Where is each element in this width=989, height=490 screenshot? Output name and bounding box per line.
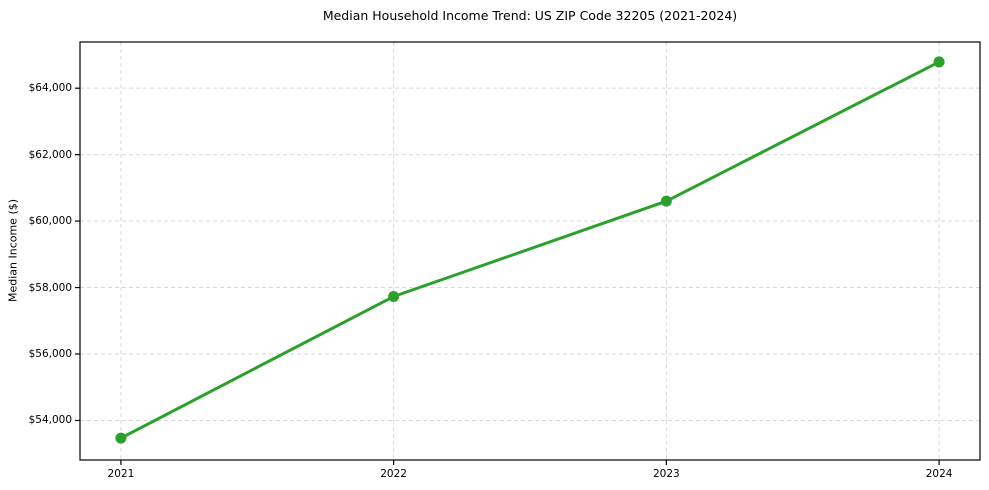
- y-tick-label: $60,000: [28, 215, 72, 228]
- x-tick-label: 2023: [652, 468, 680, 480]
- x-tick-label: 2024: [925, 468, 953, 480]
- y-tick-label: $58,000: [28, 281, 72, 294]
- data-point-marker: [933, 56, 945, 68]
- y-tick-label: $62,000: [28, 148, 72, 161]
- y-tick-label: $54,000: [28, 414, 72, 427]
- y-tick-label: $64,000: [28, 82, 72, 95]
- x-tick-label: 2021: [107, 468, 135, 480]
- chart-title: Median Household Income Trend: US ZIP Co…: [322, 8, 738, 23]
- data-point-marker: [388, 291, 400, 303]
- x-tick-label: 2022: [380, 468, 407, 480]
- trend-line: [119, 60, 941, 440]
- data-point-marker: [115, 432, 127, 444]
- y-tick-label: $56,000: [28, 348, 72, 360]
- plot-border: [79, 41, 981, 461]
- data-point-marker: [660, 195, 672, 207]
- y-axis-label: Median Income ($): [6, 198, 20, 303]
